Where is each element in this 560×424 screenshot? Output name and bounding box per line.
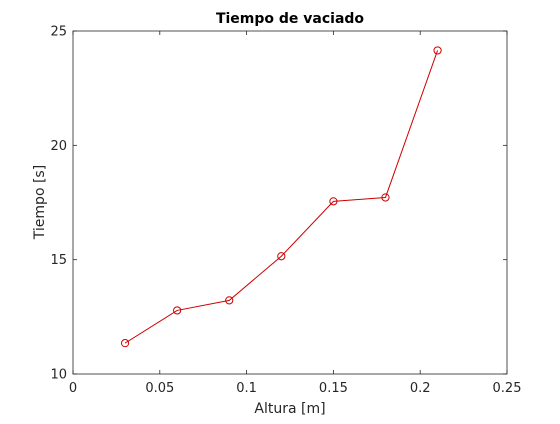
- data-point-marker: [173, 306, 182, 315]
- x-tick-label: 0.1: [236, 381, 257, 396]
- x-tick-label: 0: [69, 381, 77, 396]
- data-point-marker: [277, 252, 286, 261]
- data-point-marker: [381, 193, 390, 202]
- x-tick-label: 0.05: [145, 381, 174, 396]
- x-tick-label: 0.25: [493, 381, 522, 396]
- y-tick-label: 25: [50, 25, 67, 40]
- y-tick-label: 20: [50, 139, 67, 154]
- data-point-marker: [120, 339, 130, 348]
- x-tick-label: 0.15: [319, 381, 348, 396]
- data-point-marker: [225, 296, 234, 305]
- x-tick-labels: 0 0.05 0.1 0.15 0.2 0.25: [69, 381, 522, 396]
- y-axis-label: Tiempo [s]: [32, 165, 48, 240]
- chart-title: Tiempo de vaciado: [216, 11, 364, 27]
- plot-area: [73, 31, 507, 374]
- data-point-marker: [329, 197, 338, 206]
- axes-box: [72, 30, 508, 375]
- x-axis-label: Altura [m]: [254, 401, 325, 417]
- y-tick-label: 10: [50, 368, 67, 383]
- x-tick-label: 0.2: [410, 381, 431, 396]
- y-tick-label: 15: [50, 253, 67, 268]
- series-line: [124, 50, 439, 344]
- data-point-marker: [433, 46, 442, 55]
- series-layer: [120, 46, 442, 348]
- y-tick-labels: 10 15 20 25: [50, 25, 67, 383]
